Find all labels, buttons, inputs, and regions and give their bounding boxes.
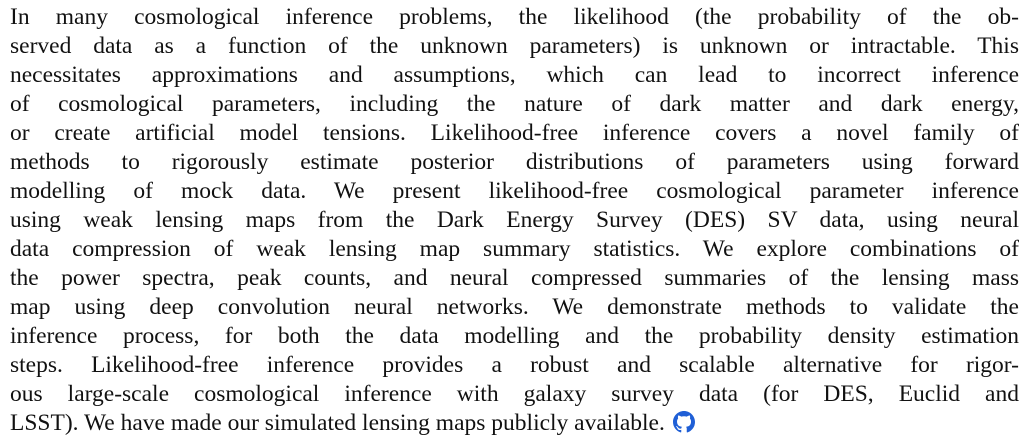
abstract: In many cosmological inference problems,… — [10, 3, 1019, 438]
text-line-wrap: served data as a function of the unknown… — [10, 32, 1019, 61]
text-line: In many cosmological inference problems,… — [10, 4, 1019, 30]
text-line-wrap: LSST). We have made our simulated lensin… — [10, 409, 1019, 438]
text-line: data compression of weak lensing map sum… — [10, 236, 1019, 262]
text-line: or create artificial model tensions. Lik… — [10, 120, 1019, 146]
text-line: map using deep convolution neural networ… — [10, 294, 1019, 320]
text-line: served data as a function of the unknown… — [10, 33, 1019, 59]
text-line-wrap: modelling of mock data. We present likel… — [10, 177, 1019, 206]
text-line-wrap: the power spectra, peak counts, and neur… — [10, 264, 1019, 293]
text-line-wrap: ous large-scale cosmological inference w… — [10, 380, 1019, 409]
text-line: steps. Likelihood-free inference provide… — [10, 352, 1019, 378]
text-line: modelling of mock data. We present likel… — [10, 178, 1019, 204]
text-line: inference process, for both the data mod… — [10, 323, 1019, 349]
text-line: using weak lensing maps from the Dark En… — [10, 207, 1019, 233]
text-line: ous large-scale cosmological inference w… — [10, 381, 1019, 407]
text-line: methods to rigorously estimate posterior… — [10, 149, 1019, 175]
text-line-wrap: of cosmological parameters, including th… — [10, 90, 1019, 119]
text-line-wrap: methods to rigorously estimate posterior… — [10, 148, 1019, 177]
text-line-wrap: steps. Likelihood-free inference provide… — [10, 351, 1019, 380]
github-icon-path[interactable] — [672, 411, 695, 433]
text-line-wrap: using weak lensing maps from the Dark En… — [10, 206, 1019, 235]
text-line-wrap: inference process, for both the data mod… — [10, 322, 1019, 351]
text-line-wrap: In many cosmological inference problems,… — [10, 3, 1019, 32]
text-line: LSST). We have made our simulated lensin… — [10, 410, 665, 436]
text-line-wrap: map using deep convolution neural networ… — [10, 293, 1019, 322]
github-icon[interactable] — [672, 411, 695, 433]
text-line: of cosmological parameters, including th… — [10, 91, 1019, 117]
text-line: the power spectra, peak counts, and neur… — [10, 265, 1019, 291]
text-line-wrap: necessitates approximations and assumpti… — [10, 61, 1019, 90]
text-line: necessitates approximations and assumpti… — [10, 62, 1019, 88]
text-line-wrap: or create artificial model tensions. Lik… — [10, 119, 1019, 148]
text-line-wrap: data compression of weak lensing map sum… — [10, 235, 1019, 264]
